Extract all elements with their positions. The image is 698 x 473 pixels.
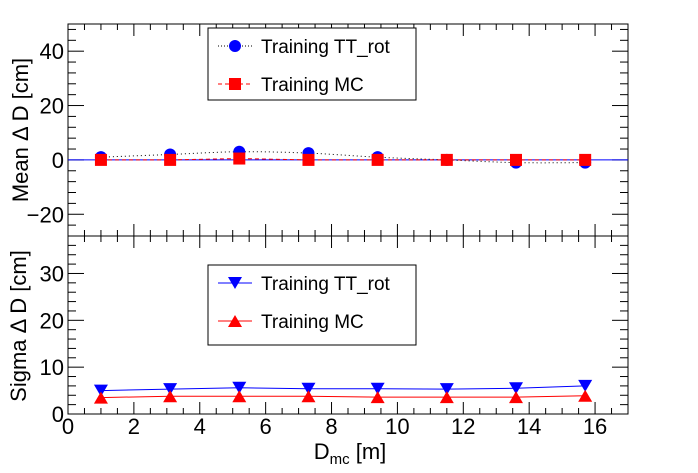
x-axis-label: Dmc [m] <box>314 439 387 468</box>
top-series-1-point-7 <box>579 153 592 166</box>
top-y-tick-label: 0 <box>52 148 64 173</box>
top-series-1-point-3 <box>302 153 315 166</box>
bottom-y-tick-label: 10 <box>40 355 64 380</box>
top-series-1-point-6 <box>510 153 522 166</box>
top-series-1-point-5 <box>440 153 453 166</box>
bottom-series-line-1 <box>100 395 586 399</box>
bottom-series-1-point-6 <box>509 391 523 404</box>
top-legend-label-mc: Training MC <box>261 75 364 96</box>
x-axis-label-main: D <box>314 439 330 464</box>
x-tick-label: 12 <box>451 414 475 439</box>
bottom-legend-box <box>207 264 417 346</box>
bottom-series-line-0 <box>100 385 586 392</box>
x-axis-label-unit: [m] <box>350 439 387 464</box>
top-series-1-point-1 <box>164 153 177 166</box>
bottom-legend-label-mc: Training MC <box>261 312 364 333</box>
top-series-line-0 <box>100 151 586 164</box>
bottom-series-0-point-2 <box>232 381 247 394</box>
axis-ticks: 0 2 4 6 8 10 12 14 16 −20 0 20 40 0 10 20 30 <box>27 24 629 439</box>
bottom-panel-series <box>93 379 593 404</box>
top-y-tick-label: 20 <box>40 94 64 119</box>
bottom-y-tick-label: 0 <box>52 402 64 427</box>
bottom-series-0-point-1 <box>163 383 178 396</box>
bottom-series-0-point-3 <box>301 382 316 395</box>
bottom-series-0-point-5 <box>439 383 454 396</box>
bottom-series-1-point-5 <box>439 391 454 404</box>
x-tick-label: 2 <box>128 414 140 439</box>
bottom-series-1-point-1 <box>163 390 178 403</box>
bottom-series-0-point-6 <box>509 382 523 395</box>
top-series-1-point-4 <box>371 153 384 166</box>
top-legend-marker-tt <box>229 40 241 52</box>
x-tick-label: 14 <box>517 414 541 439</box>
bottom-legend-marker-mc <box>228 315 242 327</box>
top-legend: Training TT_rot Training MC <box>207 27 417 101</box>
top-series-1-point-2 <box>233 152 246 165</box>
top-y-tick-label: −20 <box>27 202 64 227</box>
x-tick-label: 0 <box>62 414 74 439</box>
bottom-y-tick-label: 30 <box>40 261 64 286</box>
bottom-series-1-point-7 <box>578 389 593 402</box>
top-y-tick-label: 40 <box>40 39 64 64</box>
bottom-series-0-point-0 <box>93 384 108 397</box>
bottom-series-1-point-2 <box>232 390 247 403</box>
x-axis-label-sub: mc <box>330 451 350 468</box>
bottom-series-1-point-4 <box>370 391 385 404</box>
bottom-series-0-point-7 <box>578 379 593 392</box>
bottom-y-tick-label: 20 <box>40 308 64 333</box>
top-legend-box <box>207 27 417 101</box>
top-legend-label-tt: Training TT_rot <box>261 37 391 58</box>
bottom-legend-marker-tt <box>228 277 242 289</box>
x-tick-label: 4 <box>194 414 206 439</box>
bottom-series-1-point-0 <box>93 391 108 404</box>
bottom-legend: Training TT_rot Training MC <box>207 264 417 346</box>
x-tick-label: 6 <box>260 414 272 439</box>
x-tick-label: 16 <box>583 414 607 439</box>
bottom-series-1-point-3 <box>301 390 316 403</box>
x-tick-label: 10 <box>385 414 409 439</box>
top-series-1-point-0 <box>94 153 107 166</box>
top-panel-series <box>68 145 628 169</box>
bottom-legend-label-tt: Training TT_rot <box>261 274 391 295</box>
top-legend-marker-mc <box>229 78 241 90</box>
x-tick-label: 8 <box>325 414 337 439</box>
top-ylabel: Mean Δ D [cm] <box>8 58 33 202</box>
top-series-line-1 <box>100 158 586 161</box>
bottom-series-0-point-4 <box>370 382 385 395</box>
bottom-ylabel: Sigma Δ D [cm] <box>6 250 31 402</box>
